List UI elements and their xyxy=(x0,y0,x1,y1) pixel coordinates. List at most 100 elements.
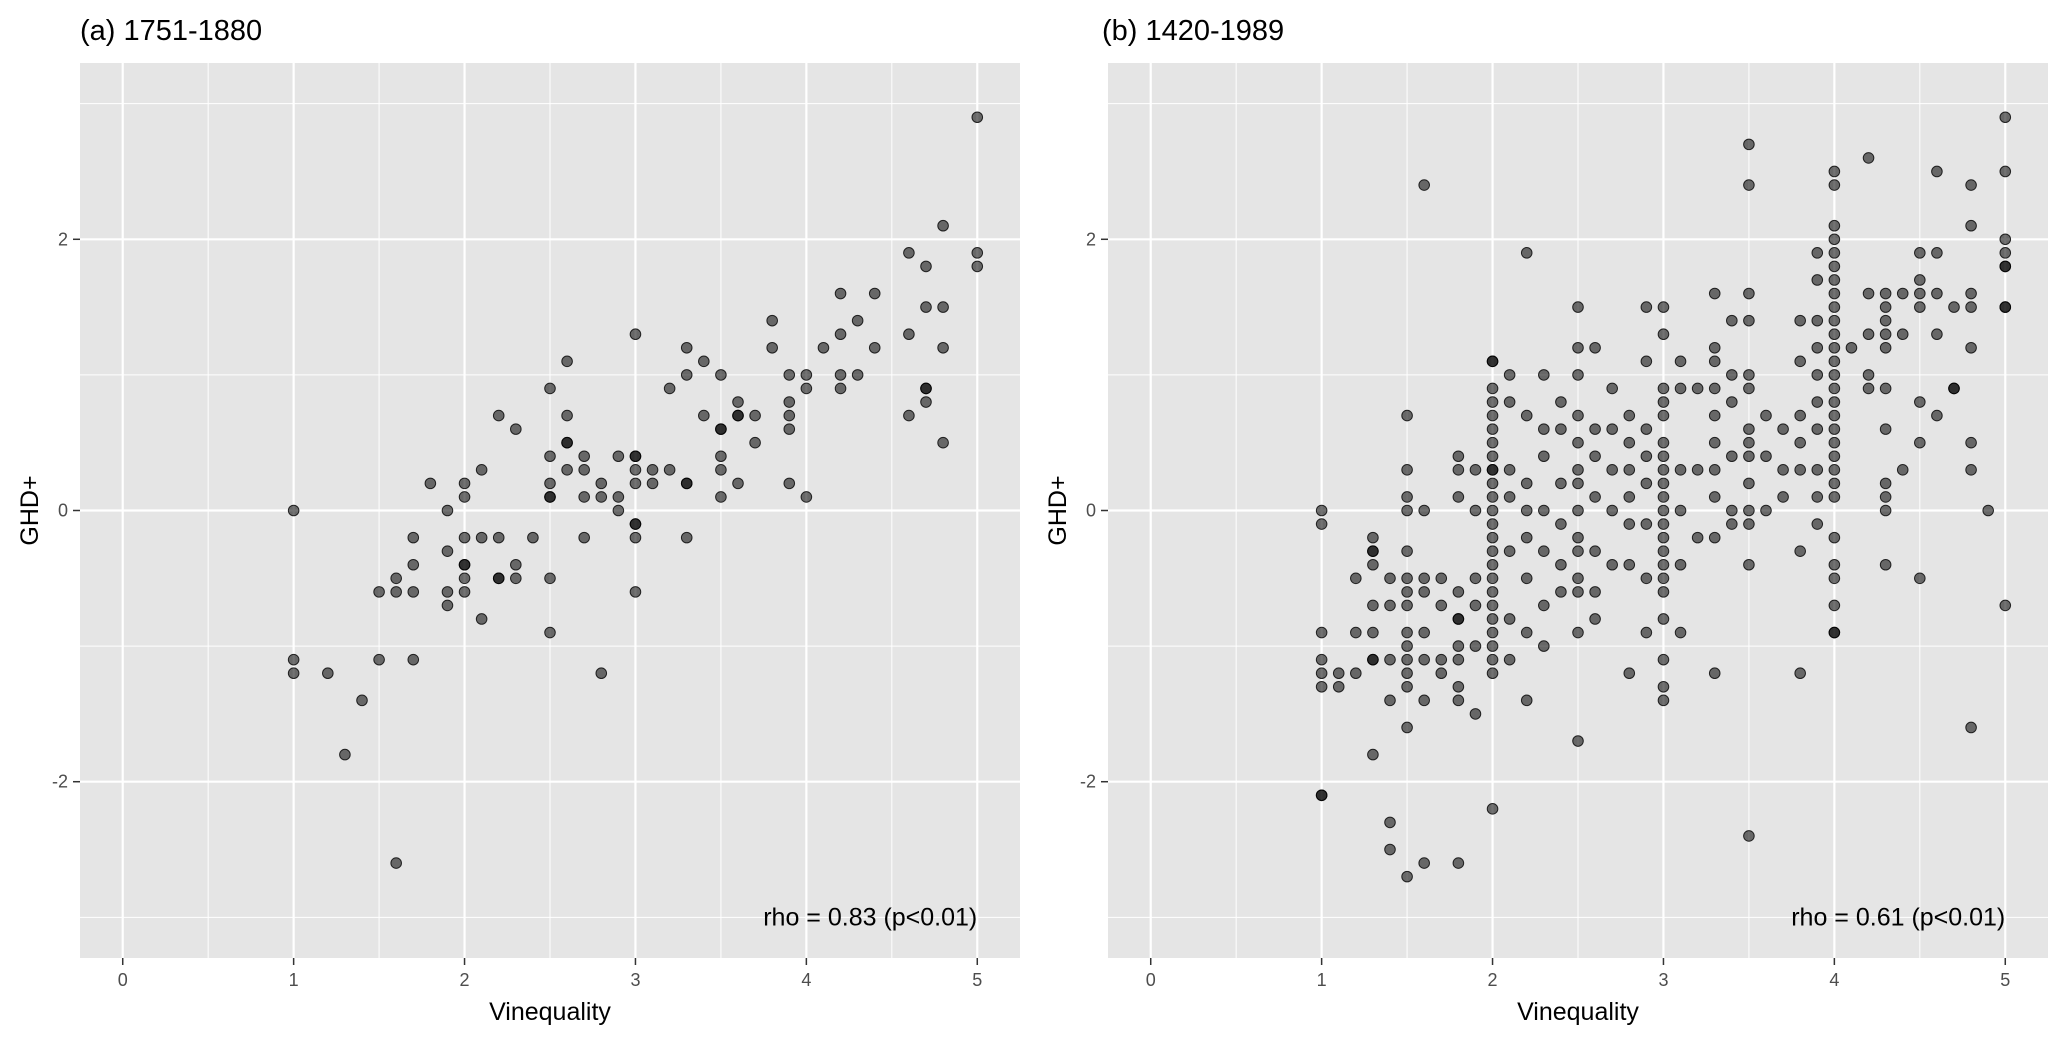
data-point xyxy=(1879,314,1892,327)
data-point xyxy=(920,301,932,313)
y-tick-label: 2 xyxy=(58,229,68,249)
data-point xyxy=(1811,314,1824,327)
data-point xyxy=(1914,396,1926,408)
y-axis-label: GHD+ xyxy=(16,475,44,545)
data-point xyxy=(1606,558,1618,571)
data-point xyxy=(1914,287,1926,300)
data-point xyxy=(373,653,385,666)
data-point xyxy=(1486,626,1499,639)
data-point xyxy=(1657,328,1670,341)
data-point xyxy=(766,314,778,327)
data-point xyxy=(1657,301,1670,313)
data-point xyxy=(595,491,608,503)
data-point xyxy=(561,355,573,368)
data-point xyxy=(629,477,642,490)
data-point xyxy=(732,396,744,408)
data-point xyxy=(1452,640,1465,652)
data-point xyxy=(1486,396,1499,408)
data-point xyxy=(1914,436,1926,449)
data-point xyxy=(1520,531,1533,544)
data-point xyxy=(1879,341,1892,354)
x-tick-label: 1 xyxy=(289,970,299,990)
data-point xyxy=(1828,260,1841,273)
data-point xyxy=(1486,504,1499,517)
data-point xyxy=(834,369,847,381)
data-point xyxy=(1931,409,1943,422)
data-point xyxy=(1486,586,1499,598)
data-point xyxy=(1708,341,1721,354)
data-point xyxy=(1828,274,1841,286)
data-point xyxy=(561,409,573,422)
panel-title: (a) 1751-1880 xyxy=(80,15,262,47)
data-point xyxy=(1555,518,1567,530)
data-point xyxy=(1708,531,1721,544)
data-point xyxy=(373,586,385,598)
data-point xyxy=(1743,477,1755,490)
data-point xyxy=(1486,436,1499,449)
data-point xyxy=(1657,504,1670,517)
data-point xyxy=(1828,531,1841,544)
data-point xyxy=(441,586,454,598)
data-point xyxy=(578,464,590,476)
data-point xyxy=(1315,667,1328,680)
data-point xyxy=(458,586,471,598)
data-point xyxy=(1623,436,1636,449)
data-point xyxy=(1520,626,1533,639)
data-point xyxy=(1452,680,1465,693)
data-point xyxy=(1965,301,1977,313)
data-point xyxy=(1435,653,1448,666)
y-tick-label: -2 xyxy=(52,772,68,792)
data-point xyxy=(1879,558,1892,571)
data-point xyxy=(1538,369,1550,381)
data-point xyxy=(1743,436,1755,449)
data-point xyxy=(1931,247,1943,259)
data-point xyxy=(1486,667,1499,680)
data-point xyxy=(646,464,659,476)
data-point xyxy=(612,491,625,503)
data-point xyxy=(1401,504,1413,517)
data-point xyxy=(544,382,556,395)
data-point xyxy=(1828,179,1841,191)
data-point xyxy=(1674,464,1687,476)
data-point xyxy=(1948,301,1960,313)
data-point xyxy=(1367,531,1379,544)
data-point xyxy=(1743,423,1755,435)
data-point xyxy=(1862,328,1875,341)
data-point xyxy=(1914,274,1926,286)
data-point xyxy=(1315,504,1328,517)
data-point xyxy=(1999,301,2012,313)
y-axis-label: GHD+ xyxy=(1044,475,1072,545)
data-point xyxy=(1828,287,1841,300)
data-point xyxy=(868,341,881,354)
data-point xyxy=(1572,341,1584,354)
data-point xyxy=(1418,857,1430,869)
data-point xyxy=(1794,355,1806,368)
data-point xyxy=(1538,504,1550,517)
data-point xyxy=(1879,504,1892,517)
data-point xyxy=(680,531,693,544)
data-point xyxy=(851,369,864,381)
data-point xyxy=(1708,409,1721,422)
data-point xyxy=(287,667,300,680)
x-tick-label: 3 xyxy=(630,970,640,990)
data-point xyxy=(1486,653,1499,666)
x-axis-label: Vinequality xyxy=(1517,998,1639,1026)
data-point xyxy=(578,531,590,544)
data-point xyxy=(1401,680,1413,693)
data-point xyxy=(1623,518,1636,530)
data-point xyxy=(1520,572,1533,585)
data-point xyxy=(1606,464,1618,476)
data-point xyxy=(1896,287,1909,300)
data-point xyxy=(1469,708,1482,720)
data-point xyxy=(1657,436,1670,449)
data-point xyxy=(1811,423,1824,435)
data-point xyxy=(1384,653,1396,666)
data-point xyxy=(1572,572,1584,585)
data-point xyxy=(1486,491,1499,503)
data-point xyxy=(1948,382,1960,395)
data-point xyxy=(1401,870,1413,883)
data-point xyxy=(680,369,693,381)
data-point xyxy=(510,558,522,571)
